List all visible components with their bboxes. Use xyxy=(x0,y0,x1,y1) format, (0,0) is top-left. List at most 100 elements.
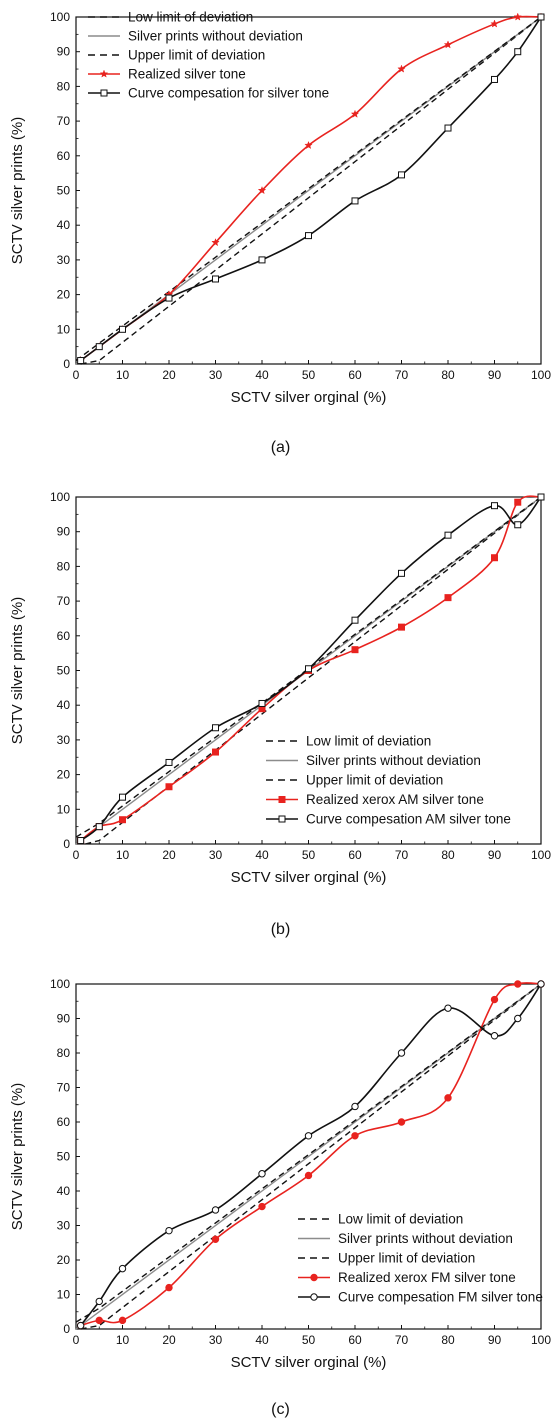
legend-entry: Realized silver tone xyxy=(88,67,246,82)
data-point xyxy=(351,616,359,624)
data-point xyxy=(258,256,266,264)
legend-label: Realized silver tone xyxy=(128,67,246,82)
chart-panel: 0 10 20 30 40 50 60 70 80 90 100 0 10 20 30 40 50 60 70 80 9… xyxy=(9,977,551,1418)
y-tick-label: 70 xyxy=(57,1081,71,1095)
panel-caption: (b) xyxy=(271,921,291,938)
legend-entry: Silver prints without deviation xyxy=(298,1231,513,1246)
legend-label: Low limit of deviation xyxy=(338,1212,463,1227)
x-tick-label: 40 xyxy=(255,848,269,862)
series-silver-prints-without-deviation xyxy=(75,983,542,1330)
data-point xyxy=(304,1171,313,1180)
data-point xyxy=(305,232,312,240)
legend-entry: Upper limit of deviation xyxy=(88,48,265,63)
series-upper-limit-of-deviation xyxy=(75,983,542,1323)
x-tick-label: 90 xyxy=(488,368,502,382)
x-tick-label: 0 xyxy=(73,848,80,862)
legend-label: Silver prints without deviation xyxy=(338,1231,513,1246)
x-tick-label: 70 xyxy=(395,848,409,862)
data-point xyxy=(491,502,498,510)
x-tick-label: 10 xyxy=(116,848,130,862)
x-tick-label: 50 xyxy=(302,1333,316,1347)
legend-entry: Realized xerox FM silver tone xyxy=(298,1270,516,1285)
x-tick-label: 80 xyxy=(441,1333,455,1347)
data-point xyxy=(398,171,405,179)
data-point xyxy=(211,1206,220,1214)
y-tick-label: 50 xyxy=(57,1150,71,1164)
legend-label: Realized xerox FM silver tone xyxy=(338,1270,516,1285)
y-tick-label: 80 xyxy=(57,1046,71,1060)
series-line xyxy=(75,496,542,838)
y-tick-label: 40 xyxy=(57,1184,71,1198)
data-point xyxy=(397,1049,406,1057)
data-point xyxy=(514,48,522,56)
x-tick-label: 80 xyxy=(441,368,455,382)
data-point xyxy=(397,64,406,73)
y-tick-label: 40 xyxy=(57,218,71,232)
data-point xyxy=(514,498,522,506)
y-tick-label: 80 xyxy=(57,79,71,93)
series-upper-limit-of-deviation xyxy=(75,16,542,362)
data-point xyxy=(212,275,219,283)
y-tick-label: 70 xyxy=(57,594,71,608)
y-tick-label: 60 xyxy=(57,1115,71,1129)
y-tick-label: 30 xyxy=(57,1219,71,1233)
data-point xyxy=(77,837,85,845)
legend-entry: Silver prints without deviation xyxy=(266,753,481,768)
y-tick-label: 100 xyxy=(50,977,70,991)
x-tick-label: 60 xyxy=(348,848,362,862)
data-point xyxy=(490,19,499,28)
y-tick-label: 80 xyxy=(57,559,71,573)
legend-entry: Low limit of deviation xyxy=(88,10,253,25)
data-point xyxy=(443,40,453,49)
data-point xyxy=(165,758,173,766)
x-tick-label: 20 xyxy=(162,1333,176,1347)
y-tick-label: 100 xyxy=(50,10,70,24)
y-axis-title: SCTV silver prints (%) xyxy=(9,1083,26,1231)
legend-marker xyxy=(310,1273,318,1282)
y-tick-label: 90 xyxy=(57,45,71,59)
legend-label: Low limit of deviation xyxy=(128,10,253,25)
y-tick-label: 90 xyxy=(57,1012,71,1026)
series-curve-compesation-am-silver-tone xyxy=(77,493,545,845)
data-point xyxy=(95,1316,103,1325)
x-tick-label: 30 xyxy=(209,368,223,382)
y-tick-label: 20 xyxy=(57,1253,71,1267)
legend-entry: Low limit of deviation xyxy=(298,1212,463,1227)
data-point xyxy=(350,109,360,118)
panel-caption: (a) xyxy=(271,439,291,456)
data-point xyxy=(212,748,219,756)
y-tick-label: 100 xyxy=(50,490,70,504)
legend-entry: Curve compesation FM silver tone xyxy=(298,1290,543,1305)
data-point xyxy=(165,1226,173,1235)
legend-entry: Curve compesation AM silver tone xyxy=(266,812,511,827)
data-point xyxy=(119,325,126,333)
legend-marker xyxy=(310,1293,318,1301)
x-tick-label: 100 xyxy=(531,1333,551,1347)
x-axis-title: SCTV silver orginal (%) xyxy=(231,869,387,886)
series-low-limit-of-deviation xyxy=(85,496,542,845)
y-tick-label: 0 xyxy=(63,837,70,851)
legend-label: Low limit of deviation xyxy=(306,734,431,749)
legend-marker xyxy=(278,796,286,803)
legend-entry: Silver prints without deviation xyxy=(88,29,303,44)
data-point xyxy=(211,238,220,247)
x-tick-label: 70 xyxy=(395,368,409,382)
data-point xyxy=(490,1032,499,1040)
panel-caption: (c) xyxy=(271,1401,290,1418)
x-tick-label: 70 xyxy=(395,1333,409,1347)
x-tick-label: 0 xyxy=(73,1333,80,1347)
data-point xyxy=(119,793,126,801)
data-point xyxy=(257,185,267,195)
data-point xyxy=(118,1316,127,1325)
data-point xyxy=(513,12,523,21)
series-line xyxy=(80,16,542,365)
y-tick-label: 30 xyxy=(57,733,71,747)
x-tick-label: 40 xyxy=(255,1333,269,1347)
data-point xyxy=(304,1132,313,1140)
y-tick-label: 20 xyxy=(57,768,71,782)
legend-marker xyxy=(99,69,109,78)
legend-entry: Upper limit of deviation xyxy=(298,1251,475,1266)
data-point xyxy=(304,140,313,150)
y-tick-label: 10 xyxy=(57,802,71,816)
